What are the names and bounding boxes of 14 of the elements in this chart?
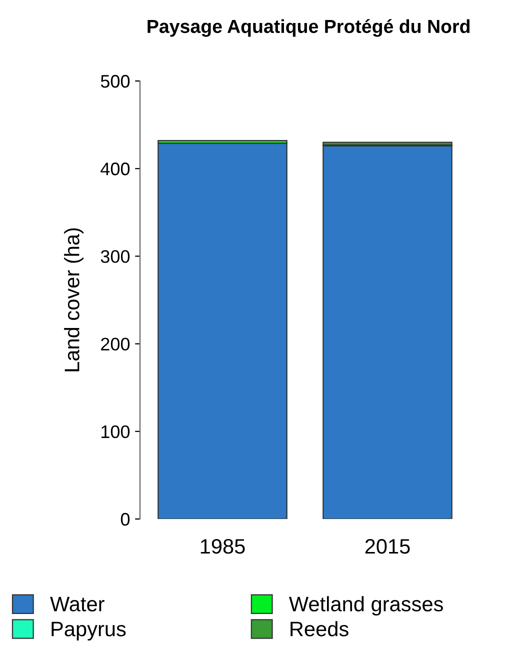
x-tick-label: 2015 (365, 538, 410, 554)
y-tick-label: 100 (102, 425, 130, 438)
legend-label: Reeds (290, 621, 348, 636)
y-tick-label: 200 (101, 338, 130, 351)
x-tick-label: 1985 (200, 538, 245, 554)
legend-label: Water (50, 596, 104, 612)
y-axis-title: Land cover (ha) (64, 228, 84, 372)
legend-label: Papyrus (52, 622, 126, 640)
chart-title: Paysage Aquatique Protégé du Nord (148, 19, 470, 37)
legend-label: Wetland grasses (289, 596, 443, 616)
y-tick-label: 400 (100, 162, 130, 176)
y-tick-label: 0 (120, 512, 130, 526)
y-tick-label: 300 (100, 250, 130, 263)
y-tick-label: 500 (100, 74, 130, 88)
